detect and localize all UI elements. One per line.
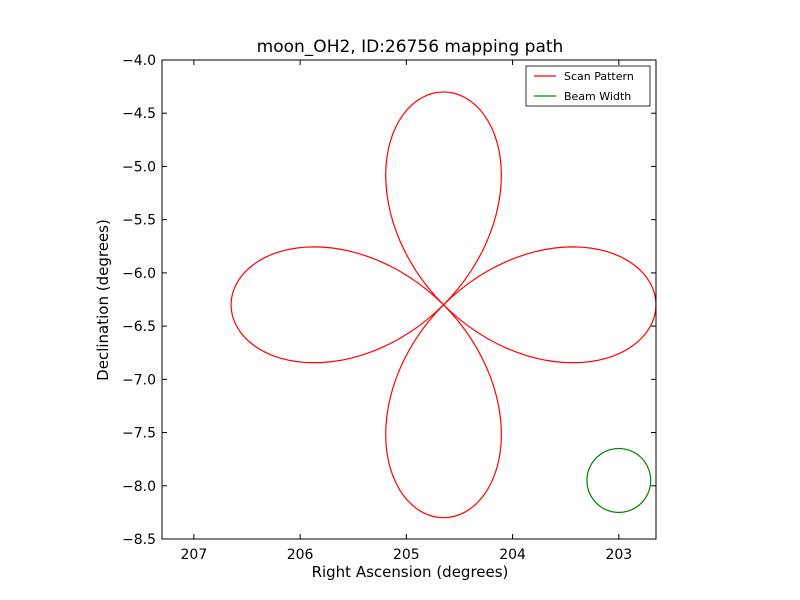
y-tick-label: −7.0 [122,372,156,388]
y-tick-label: −5.0 [122,159,156,175]
x-tick-label: 205 [393,547,420,563]
y-tick-label: −7.5 [122,426,156,442]
y-tick-label: −5.5 [122,213,156,229]
legend: Scan Pattern Beam Width [525,65,651,107]
chart-title: moon_OH2, ID:26756 mapping path [257,37,564,57]
y-tick-label: −6.0 [122,266,156,282]
legend-box [525,65,651,107]
plot-frame [161,59,657,540]
plot-area [230,91,656,519]
x-tick-label: 204 [499,547,526,563]
y-tick-label: −8.5 [122,532,156,548]
series-line-0 [230,91,656,519]
legend-label-beam: Beam Width [564,90,631,103]
x-tick-label: 207 [181,547,208,563]
x-tick-label: 203 [605,547,632,563]
y-axis-label: Declination (degrees) [94,219,112,381]
y-tick-label: −4.0 [122,53,156,69]
legend-label-scan: Scan Pattern [564,70,634,83]
y-tick-label: −6.5 [122,319,156,335]
axis-ticks: 207 206 205 204 203 −4.0 −4.5 −5.0 −5.5 −6.0 −6.5 −… [122,53,656,563]
x-axis-label: Right Ascension (degrees) [312,563,509,581]
y-tick-label: −8.0 [122,479,156,495]
x-tick-label: 206 [287,547,314,563]
series-line-1 [586,447,652,513]
y-tick-label: −4.5 [122,106,156,122]
